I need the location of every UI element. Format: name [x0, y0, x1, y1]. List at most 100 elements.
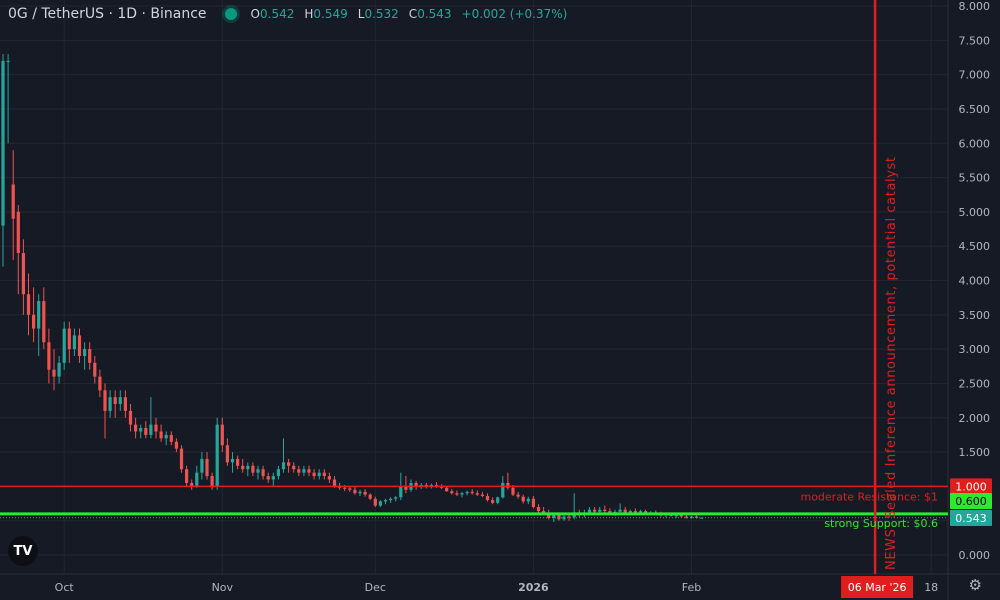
time-tick-label: Oct [55, 581, 75, 594]
tradingview-logo-icon[interactable]: TV [8, 536, 38, 566]
price-tick-label: 1.500 [959, 446, 991, 459]
candle-body [552, 515, 556, 518]
resistance-price-badge-background [950, 478, 992, 495]
candle-body [185, 469, 189, 483]
candle-body [261, 469, 265, 477]
price-tick-label: 2.500 [959, 377, 991, 390]
candle-body [1, 60, 5, 226]
price-axis[interactable]: 0.0000.5001.0001.5002.0002.5003.0003.500… [959, 0, 991, 562]
candle-body [348, 488, 352, 490]
change-value: +0.002 (+0.37%) [461, 7, 568, 21]
candle-body [684, 516, 688, 518]
candlestick-series [1, 54, 704, 523]
candle-body [455, 493, 459, 495]
candle-body [297, 469, 301, 473]
high-value: H0.549 [304, 7, 348, 21]
candle-body [292, 465, 296, 470]
price-tick-label: 0.000 [959, 549, 991, 562]
candle-body [496, 497, 500, 503]
candle-body [113, 397, 117, 405]
candle-body [363, 491, 367, 495]
candle-body [700, 517, 704, 519]
candle-body [465, 491, 469, 494]
candle-body [93, 362, 97, 377]
price-tick-label: 4.500 [959, 240, 991, 253]
symbol-title[interactable]: 0G / TetherUS · 1D · Binance [8, 6, 207, 22]
candle-body [83, 349, 87, 356]
candle-body [587, 509, 592, 513]
candle-body [220, 424, 224, 446]
candle-body [52, 369, 56, 377]
candle-body [593, 509, 597, 512]
candle-body [271, 476, 275, 480]
candle-body [287, 462, 291, 466]
candle-body [542, 511, 546, 513]
candle-body [236, 458, 240, 466]
candle-body [210, 476, 214, 487]
candle-body [139, 428, 143, 432]
candle-body [123, 397, 127, 411]
price-tick-label: 2.000 [959, 412, 991, 425]
candle-body [302, 469, 306, 473]
candle-body [414, 482, 418, 487]
candle-body [399, 486, 403, 498]
event-date-badge: 06 Mar '26 [848, 581, 907, 594]
candle-body [144, 428, 148, 435]
candle-body [98, 376, 102, 391]
candle-body [179, 448, 184, 470]
candle-body [154, 424, 158, 432]
candle-body [394, 497, 398, 499]
candle-body [623, 509, 627, 513]
candle-body [6, 60, 10, 62]
time-tick-label: Feb [682, 581, 701, 594]
candle-body [501, 482, 505, 498]
candle-body [516, 494, 520, 497]
candle-body [266, 476, 270, 480]
candle-body [460, 493, 464, 495]
candle-body [77, 335, 82, 356]
candle-body [169, 434, 173, 442]
candle-body [511, 487, 515, 495]
candle-body [445, 487, 449, 492]
time-tick-label: Dec [365, 581, 386, 594]
chart-legend: 0G / TetherUS · 1D · Binance O0.542 H0.5… [8, 6, 567, 22]
candle-body [256, 469, 260, 473]
candle-body [480, 494, 484, 496]
candle-body [638, 511, 643, 513]
candle-body [276, 469, 280, 477]
candle-body [679, 515, 683, 517]
candle-body [159, 431, 163, 439]
settings-gear-icon[interactable]: ⚙ [968, 576, 982, 594]
last-price-badge: 0.543 [955, 512, 987, 525]
candle-body [134, 424, 138, 432]
candle-body [128, 410, 133, 425]
candle-body [491, 500, 495, 503]
price-tick-label: 3.000 [959, 343, 991, 356]
candle-body [281, 462, 286, 470]
candle-body [373, 498, 377, 506]
candle-body [368, 494, 372, 499]
price-tick-label: 3.500 [959, 309, 991, 322]
time-tick-label: 2026 [518, 581, 549, 594]
candle-body [200, 458, 204, 473]
candle-body [450, 491, 454, 494]
candle-body [618, 509, 622, 512]
candle-body [327, 476, 331, 480]
support-price-badge-background [950, 493, 992, 509]
candle-body [521, 496, 525, 502]
price-tick-label: 8.000 [959, 0, 991, 13]
resistance-price-badge: 1.000 [955, 480, 987, 493]
low-value: L0.532 [357, 7, 399, 21]
candle-body [322, 472, 326, 477]
candle-body [11, 184, 15, 219]
candle-body [307, 469, 311, 473]
time-axis[interactable]: Oct Nov Dec 2026 Feb 18 [55, 581, 939, 594]
candle-body [42, 301, 46, 343]
price-tick-label: 5.000 [959, 206, 991, 219]
candle-body [644, 511, 648, 514]
candle-body [598, 509, 602, 512]
candle-body [72, 335, 76, 350]
